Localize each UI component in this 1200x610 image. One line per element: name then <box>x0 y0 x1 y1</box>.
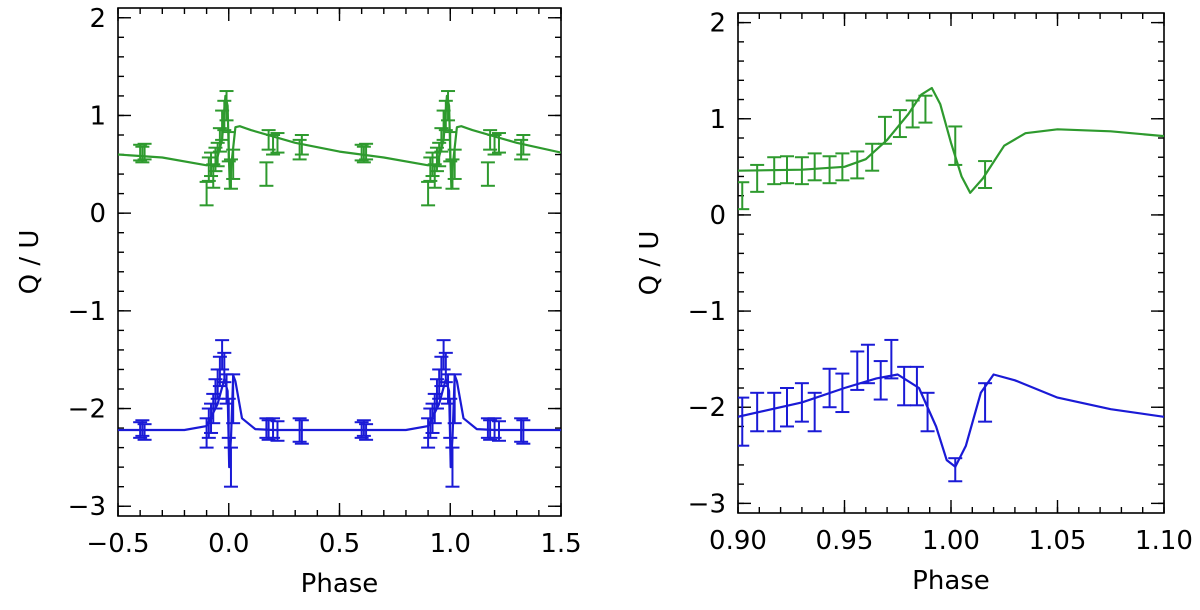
error-bar-point <box>897 367 911 405</box>
right-panel: 0.90 0.95 1.00 1.05 1.10 −3 −2 −1 0 1 2 Phase Q / U <box>635 9 1193 596</box>
y-tick-label: 1 <box>709 105 726 135</box>
error-bar-point <box>878 117 892 144</box>
x-axis-label: Phase <box>301 569 379 599</box>
x-axis-label: Phase <box>912 566 990 596</box>
error-bar-point <box>445 159 459 188</box>
y-tick-label: 2 <box>709 9 726 39</box>
error-bar-point <box>295 420 309 443</box>
y-tick-label: −1 <box>68 297 106 327</box>
y-tick-label: 1 <box>89 101 106 131</box>
x-tick-label: 1.5 <box>540 529 581 559</box>
error-bar-point <box>217 101 231 130</box>
error-bar-point <box>835 374 849 412</box>
error-bar-point <box>767 393 781 431</box>
x-tick-label: 0.95 <box>816 526 874 556</box>
x-tick-label: 1.00 <box>922 526 980 556</box>
y-tick-label: 2 <box>89 4 106 34</box>
error-bar-point <box>808 153 822 180</box>
error-bar-point <box>421 182 435 205</box>
error-bar-point <box>200 182 214 205</box>
error-bar-point <box>211 143 225 166</box>
series-0 <box>118 91 561 205</box>
error-bar-point <box>215 340 229 369</box>
error-bar-point <box>874 361 888 399</box>
error-bar-point <box>432 143 446 166</box>
x-tick-label: 0.5 <box>319 529 360 559</box>
y-tick-label: −3 <box>68 492 106 522</box>
error-bar-point <box>910 367 924 405</box>
y-tick-label: −2 <box>68 395 106 425</box>
plot-area <box>118 91 561 487</box>
error-bar-point <box>437 340 451 369</box>
error-bar-point <box>224 448 238 487</box>
left-panel: −0.5 0.0 0.5 1.0 1.5 −3 −2 −1 0 1 2 Phase Q / U <box>15 4 582 599</box>
plot-frame <box>738 13 1164 513</box>
y-tick-label: −3 <box>688 489 726 519</box>
y-axis-label: Q / U <box>635 231 665 296</box>
error-bar-point <box>224 159 238 188</box>
y-tick-label: 0 <box>709 201 726 231</box>
error-bar-point <box>893 110 907 137</box>
error-bar-point <box>481 162 495 185</box>
error-bar-point <box>823 369 837 407</box>
y-tick-label: −1 <box>688 297 726 327</box>
x-tick-label: 0.0 <box>208 529 249 559</box>
x-tick-label: 1.10 <box>1135 526 1193 556</box>
error-bar-point <box>884 340 898 378</box>
x-tick-label: 1.0 <box>430 529 471 559</box>
series-1 <box>735 340 1164 481</box>
x-tick-label: 0.90 <box>709 526 767 556</box>
y-tick-label: 0 <box>89 199 106 229</box>
x-tick-label: −0.5 <box>86 529 149 559</box>
error-bar-point <box>918 96 932 123</box>
error-bar-point <box>948 126 962 164</box>
error-bar-point <box>439 101 453 130</box>
series-1 <box>118 340 561 487</box>
error-bar-point <box>978 161 992 188</box>
series-0 <box>735 88 1164 209</box>
error-bar-point <box>750 165 764 192</box>
y-tick-label: −2 <box>688 393 726 423</box>
error-bar-point <box>445 448 459 487</box>
error-bar-point <box>259 162 273 185</box>
error-bar-point <box>823 156 837 183</box>
x-tick-label: 1.05 <box>1029 526 1087 556</box>
error-bar-point <box>516 420 530 443</box>
error-bar-point <box>978 383 992 421</box>
y-axis-label: Q / U <box>15 230 45 295</box>
plot-area <box>735 88 1164 481</box>
